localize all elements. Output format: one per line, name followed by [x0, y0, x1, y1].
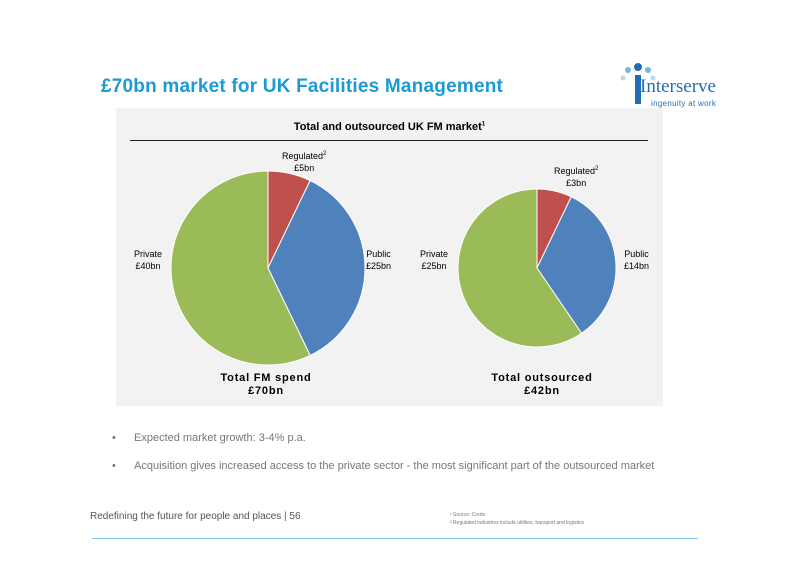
pie2-public-name: Public — [624, 249, 649, 259]
logo-wordmark: Interserve — [640, 76, 716, 97]
interserve-logo: Interserve ingenuity at work — [618, 58, 730, 112]
pie2-private-label: Private £25bn — [420, 248, 448, 272]
chart-panel: Total and outsourced UK FM market1 Regul… — [116, 108, 663, 406]
footer-text: Redefining the future for people and pla… — [90, 511, 301, 522]
pie2-private-value: £25bn — [421, 261, 447, 271]
bullet-list: • Expected market growth: 3-4% p.a. • Acqu… — [112, 430, 682, 486]
footnote-2: ² Regulated industries include utilities… — [450, 520, 584, 526]
page-title: £70bn market for UK Facilities Managemen… — [101, 76, 504, 97]
bullet-dot: • — [112, 460, 116, 472]
pie2-caption-line1: Total outsourced — [491, 372, 593, 384]
bullet-text: Expected market growth: 3-4% p.a. — [134, 432, 306, 444]
pie-chart-svg — [170, 170, 617, 366]
pie2-public-value: £14bn — [624, 261, 650, 271]
chart-title-rule — [130, 140, 648, 141]
pie1-public-label: Public £25bn — [366, 248, 391, 272]
pie1-caption: Total FM spend £70bn — [196, 372, 336, 398]
footnotes: ¹ Source: Credo ² Regulated industries i… — [450, 511, 584, 527]
pie1-regulated-note: 2 — [323, 151, 327, 157]
logo-tagline: ingenuity at work — [651, 99, 717, 108]
pie2-caption: Total outsourced £42bn — [472, 372, 612, 398]
chart-title-note: 1 — [481, 121, 486, 128]
footnote-1: ¹ Source: Credo — [450, 512, 486, 518]
bullet-text: Acquisition gives increased access to th… — [134, 460, 655, 472]
pie2-caption-line2: £42bn — [524, 385, 560, 397]
pie2-public-label: Public £14bn — [624, 248, 649, 272]
pie2-regulated-label: Regulated2 £3bn — [554, 165, 598, 189]
pie1-private-label: Private £40bn — [134, 248, 162, 272]
chart-title: Total and outsourced UK FM market1 — [116, 121, 663, 133]
pie2-regulated-value: £3bn — [566, 178, 587, 188]
pie1-caption-line2: £70bn — [248, 385, 284, 397]
pie1-private-value: £40bn — [135, 261, 161, 271]
pie2-private-name: Private — [420, 249, 449, 259]
bullet-dot: • — [112, 432, 116, 444]
pie1-regulated-label: Regulated2 £5bn — [282, 150, 326, 174]
bullet-item: • Acquisition gives increased access to t… — [112, 458, 682, 474]
pie2-slice-public — [536, 196, 617, 334]
pie1-regulated-name: Regulated — [282, 151, 324, 161]
bullet-item: • Expected market growth: 3-4% p.a. — [112, 430, 682, 446]
logo-mark-icon — [620, 63, 656, 104]
pie1-slice-private — [170, 170, 311, 366]
pie1-private-name: Private — [134, 249, 163, 259]
pie1-regulated-value: £5bn — [294, 163, 315, 173]
pie2-regulated-note: 2 — [595, 166, 599, 172]
footer-rule — [92, 538, 698, 539]
pie1-caption-line1: Total FM spend — [220, 372, 312, 384]
chart-title-text: Total and outsourced UK FM market — [293, 121, 482, 133]
pie2-regulated-name: Regulated — [554, 166, 596, 176]
pie2-slice-private — [457, 188, 583, 348]
pie1-public-value: £25bn — [366, 261, 392, 271]
pie1-slice-public — [267, 179, 366, 357]
pie1-public-name: Public — [366, 249, 391, 259]
